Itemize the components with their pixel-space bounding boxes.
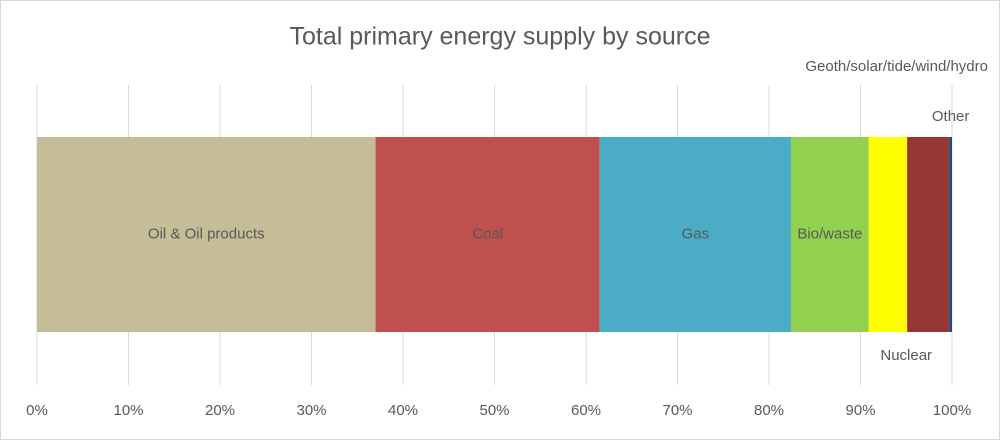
- x-tick-label: 100%: [933, 402, 971, 419]
- x-tick-label: 0%: [26, 402, 48, 419]
- segment-label: Coal: [472, 225, 503, 242]
- x-tick-label: 90%: [845, 402, 875, 419]
- segment-label: Nuclear: [880, 347, 932, 364]
- x-tick-label: 70%: [662, 402, 692, 419]
- segment-label: Other: [932, 108, 970, 125]
- bar-segment: [790, 137, 869, 332]
- segment-label: Geoth/solar/tide/wind/hydro: [805, 58, 988, 75]
- bar-segment: [868, 137, 908, 332]
- x-tick-label: 50%: [479, 402, 509, 419]
- bar-segment: [949, 137, 952, 332]
- x-tick-label: 30%: [296, 402, 326, 419]
- segment-label: Oil & Oil products: [148, 225, 265, 242]
- bar-segment: [599, 137, 791, 332]
- segment-label: Bio/waste: [797, 225, 862, 242]
- bar-segment: [907, 137, 950, 332]
- bar-segment: [37, 137, 376, 332]
- bar-segment: [375, 137, 600, 332]
- x-tick-label: 60%: [571, 402, 601, 419]
- segment-label: Gas: [682, 225, 710, 242]
- x-tick-label: 20%: [205, 402, 235, 419]
- chart-title: Total primary energy supply by source: [289, 23, 710, 51]
- x-tick-label: 10%: [113, 402, 143, 419]
- x-tick-label: 40%: [388, 402, 418, 419]
- x-tick-label: 80%: [754, 402, 784, 419]
